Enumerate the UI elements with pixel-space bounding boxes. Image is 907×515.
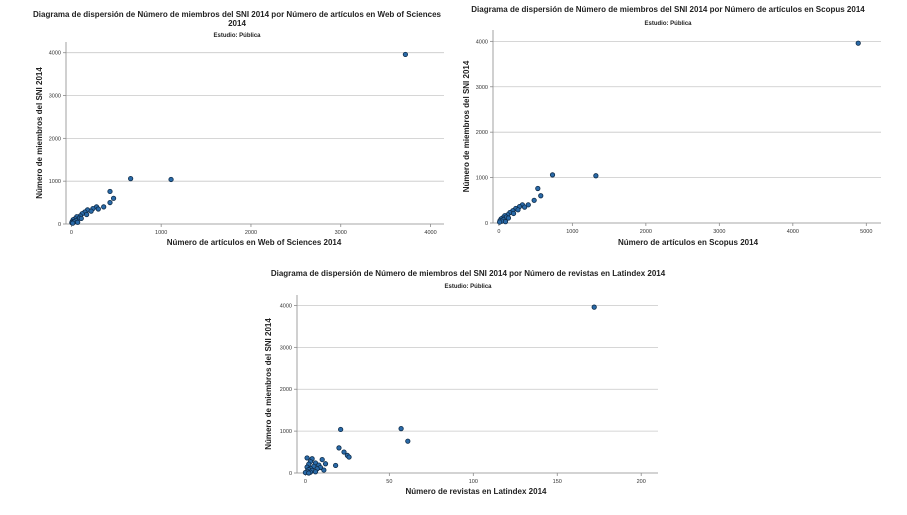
chart-title: Diagrama de dispersión de Número de miem… (471, 5, 865, 14)
y-tick-label: 3000 (280, 345, 292, 351)
y-tick-label: 4000 (280, 303, 292, 309)
data-point (84, 211, 90, 218)
chart-title: 2014 (228, 19, 246, 28)
chart-title: Diagrama de dispersión de Número de miem… (33, 10, 442, 19)
y-tick-label: 4000 (49, 51, 61, 57)
data-point (510, 210, 517, 217)
x-tick-label: 50 (386, 479, 392, 485)
x-tick-label: 5000 (860, 229, 872, 235)
y-axis-label: Número de miembros del SNI 2014 (35, 67, 44, 199)
data-point (525, 202, 531, 208)
data-point (591, 304, 597, 310)
x-tick-label: 4000 (787, 229, 799, 235)
x-tick-label: 3000 (713, 229, 725, 235)
data-point (319, 456, 325, 463)
x-tick-label: 0 (497, 229, 500, 235)
data-point (521, 204, 528, 210)
data-point (70, 220, 76, 226)
data-point (88, 208, 94, 214)
y-tick-label: 1000 (476, 176, 488, 182)
chart-subtitle: Estudio: Pública (444, 284, 492, 290)
data-point (75, 219, 81, 225)
y-tick-label: 0 (58, 222, 61, 228)
data-point (304, 455, 310, 461)
data-point (333, 462, 339, 469)
x-axis-label: Número de artículos en Web of Sciences 2… (167, 238, 342, 247)
x-axis-label: Número de revistas en Latindex 2014 (406, 487, 548, 496)
y-tick-label: 0 (485, 221, 488, 227)
x-tick-label: 4000 (424, 230, 436, 236)
x-tick-label: 200 (637, 479, 646, 485)
data-point (405, 438, 411, 444)
data-point (107, 199, 113, 206)
data-point (505, 215, 512, 221)
y-tick-label: 3000 (476, 85, 488, 91)
data-point (398, 426, 404, 432)
scatter-chart-wos: Diagrama de dispersión de Número de miem… (33, 10, 444, 247)
x-tick-label: 150 (553, 479, 562, 485)
data-point (855, 40, 861, 46)
data-point (549, 172, 556, 178)
data-point (322, 461, 329, 467)
data-point (336, 445, 342, 451)
data-point (168, 176, 174, 183)
data-point (312, 469, 319, 475)
data-point (497, 219, 503, 225)
data-point (402, 51, 408, 58)
x-tick-label: 0 (304, 479, 307, 485)
data-point (515, 207, 521, 213)
y-tick-label: 2000 (280, 387, 292, 393)
data-point (531, 197, 537, 203)
data-point (593, 173, 599, 179)
data-point (110, 195, 117, 201)
y-tick-label: 0 (289, 471, 292, 477)
y-tick-label: 3000 (49, 94, 61, 100)
chart-subtitle: Estudio: Pública (644, 21, 692, 27)
x-tick-label: 1000 (155, 230, 167, 236)
data-point (101, 204, 107, 210)
y-tick-label: 1000 (280, 429, 292, 435)
data-point (107, 188, 113, 195)
data-point (341, 449, 347, 455)
x-axis-label: Número de artículos en Scopus 2014 (618, 238, 759, 247)
y-axis-label: Número de miembros del SNI 2014 (462, 60, 471, 192)
x-tick-label: 2000 (640, 229, 652, 235)
chart-title: Diagrama de dispersión de Número de miem… (271, 269, 666, 278)
data-point (502, 219, 509, 225)
scatter-chart-latindex: Diagrama de dispersión de Número de miem… (264, 269, 666, 496)
x-tick-label: 0 (70, 230, 73, 236)
y-tick-label: 1000 (49, 179, 61, 185)
chart-subtitle: Estudio: Pública (213, 33, 261, 39)
y-tick-label: 4000 (476, 39, 488, 45)
scatter-chart-scopus: Diagrama de dispersión de Número de miem… (462, 5, 881, 247)
x-tick-label: 3000 (335, 230, 347, 236)
data-point (538, 193, 544, 199)
x-tick-label: 1000 (566, 229, 578, 235)
data-point (78, 215, 84, 222)
data-point (346, 454, 352, 460)
data-point (128, 176, 134, 182)
y-tick-label: 2000 (49, 136, 61, 142)
x-tick-label: 2000 (245, 230, 257, 236)
y-tick-label: 2000 (476, 130, 488, 136)
y-axis-label: Número de miembros del SNI 2014 (264, 318, 273, 450)
data-point (306, 470, 312, 476)
x-tick-label: 100 (469, 479, 478, 485)
data-point (95, 206, 101, 212)
data-point (321, 467, 327, 473)
data-point (338, 426, 344, 433)
data-point (535, 185, 541, 192)
